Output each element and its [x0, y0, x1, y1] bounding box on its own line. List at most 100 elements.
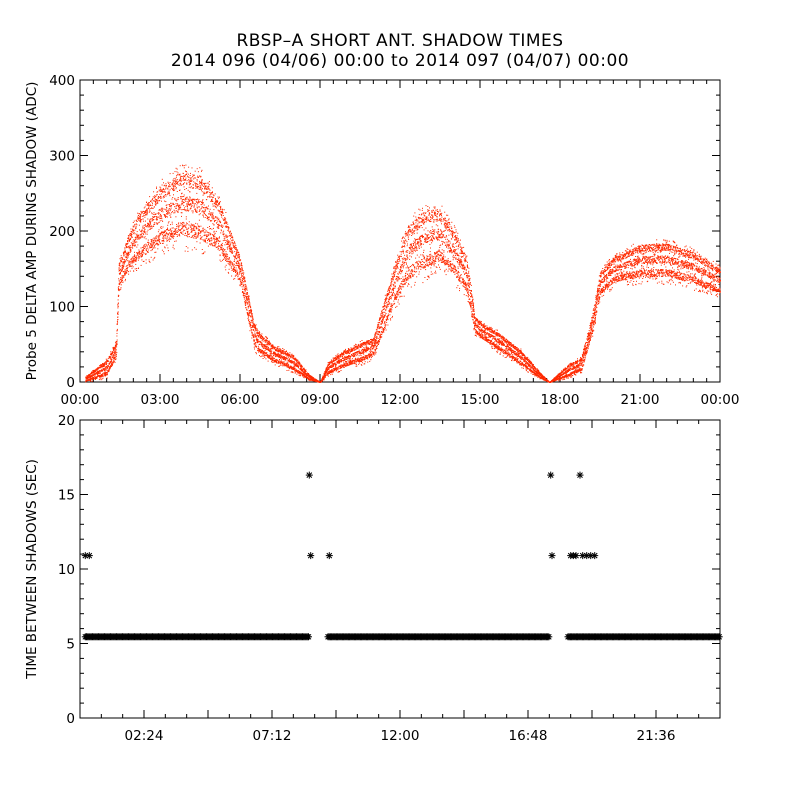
amplitude-point: [159, 220, 161, 222]
amplitude-point: [147, 218, 149, 220]
amplitude-point: [169, 232, 171, 234]
amplitude-point: [156, 203, 158, 205]
amplitude-point: [197, 187, 199, 189]
amplitude-point: [130, 250, 132, 252]
amplitude-point: [196, 206, 198, 208]
amplitude-point: [141, 232, 143, 234]
amplitude-point: [186, 235, 188, 237]
amplitude-point: [132, 245, 134, 247]
amplitude-point: [168, 229, 170, 231]
amplitude-point: [146, 233, 148, 235]
amplitude-point: [133, 256, 135, 258]
amplitude-point: [158, 237, 160, 239]
amplitude-point: [178, 226, 180, 228]
amplitude-point: [254, 331, 256, 333]
amplitude-point: [179, 205, 181, 207]
amplitude-point: [146, 226, 147, 228]
amplitude-point: [125, 269, 127, 271]
amplitude-point: [168, 237, 170, 239]
amplitude-point: [118, 280, 120, 282]
amplitude-point: [289, 352, 291, 354]
amplitude-point: [127, 235, 129, 236]
amplitude-point: [103, 365, 104, 366]
amplitude-point: [191, 205, 193, 207]
amplitude-point: [106, 361, 108, 362]
amplitude-point: [118, 295, 120, 297]
amplitude-point: [200, 225, 202, 227]
amplitude-point: [101, 369, 102, 371]
amplitude-point: [168, 182, 169, 184]
amplitude-point: [132, 226, 134, 228]
amplitude-point: [160, 226, 162, 228]
amplitude-point: [133, 239, 135, 241]
amplitude-point: [118, 288, 120, 290]
amplitude-point: [152, 241, 154, 243]
amplitude-point: [145, 211, 147, 212]
amplitude-point: [196, 236, 198, 238]
amplitude-point: [200, 188, 202, 190]
amplitude-point: [209, 212, 211, 214]
amplitude-point: [149, 228, 151, 230]
amplitude-point: [206, 208, 208, 210]
amplitude-point: [244, 279, 246, 281]
amplitude-point: [149, 220, 151, 222]
amplitude-point: [257, 340, 259, 342]
amplitude-point: [206, 235, 208, 237]
amplitude-point: [203, 252, 205, 254]
amplitude-point: [162, 243, 164, 244]
amplitude-point: [157, 222, 159, 224]
amplitude-point: [147, 251, 148, 252]
amplitude-point: [174, 185, 176, 187]
amplitude-point: [268, 342, 270, 344]
amplitude-point: [201, 191, 203, 193]
amplitude-point: [125, 245, 127, 247]
amplitude-point: [111, 364, 113, 366]
amplitude-point: [203, 184, 205, 186]
amplitude-point: [261, 342, 263, 344]
amplitude-point: [189, 177, 191, 179]
amplitude-point: [184, 229, 186, 231]
amplitude-point: [154, 224, 156, 225]
amplitude-point: [253, 333, 255, 335]
amplitude-point: [107, 360, 109, 362]
amplitude-point: [144, 216, 146, 218]
amplitude-point: [175, 180, 177, 182]
amplitude-point: [170, 238, 172, 240]
amplitude-point: [124, 261, 126, 263]
amplitude-point: [191, 210, 193, 212]
amplitude-point: [221, 242, 223, 244]
amplitude-point: [143, 245, 145, 247]
amplitude-point: [85, 376, 87, 378]
amplitude-point: [292, 361, 294, 363]
amplitude-point: [255, 336, 257, 338]
amplitude-point: [199, 235, 201, 237]
amplitude-point: [121, 267, 123, 269]
amplitude-point: [145, 243, 147, 245]
amplitude-point: [106, 374, 108, 376]
amplitude-point: [114, 358, 115, 360]
amplitude-point: [217, 238, 219, 240]
amplitude-point: [164, 235, 166, 237]
amplitude-point: [192, 176, 194, 177]
amplitude-point: [292, 362, 294, 364]
amplitude-point: [99, 376, 101, 378]
amplitude-point: [255, 327, 257, 329]
amplitude-point: [201, 170, 202, 172]
amplitude-point: [175, 181, 177, 183]
amplitude-point: [255, 324, 257, 326]
amplitude-point: [161, 234, 163, 235]
amplitude-point: [143, 207, 145, 209]
amplitude-point: [165, 230, 167, 232]
amplitude-point: [102, 377, 104, 379]
amplitude-point: [143, 244, 145, 246]
amplitude-point: [104, 365, 106, 367]
amplitude-point: [168, 234, 170, 236]
amplitude-point: [163, 188, 164, 190]
amplitude-point: [242, 288, 244, 290]
amplitude-point: [123, 253, 125, 255]
amplitude-point: [150, 243, 152, 245]
amplitude-point: [117, 287, 119, 289]
amplitude-point: [137, 259, 139, 261]
amplitude-point: [186, 222, 187, 224]
